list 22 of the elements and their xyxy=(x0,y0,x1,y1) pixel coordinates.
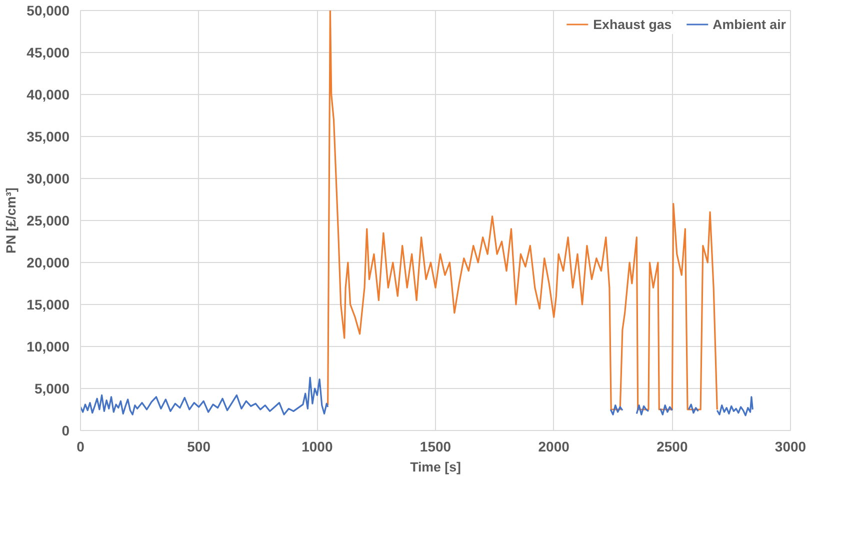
x-tick-label: 3000 xyxy=(774,438,806,454)
y-tick-label: 35,000 xyxy=(26,128,70,144)
y-axis-title: PN [£/cm³] xyxy=(4,188,19,254)
y-tick-label: 10,000 xyxy=(26,338,70,354)
x-tick-label: 2000 xyxy=(538,438,570,454)
y-tick-label: 20,000 xyxy=(26,254,70,270)
legend-label: Ambient air xyxy=(712,16,786,32)
y-tick-label: 45,000 xyxy=(26,44,70,60)
y-tick-label: 15,000 xyxy=(26,296,70,312)
y-tick-label: 0 xyxy=(62,422,70,438)
x-tick-label: 1500 xyxy=(420,438,452,454)
x-axis-title: Time [s] xyxy=(410,460,461,474)
x-tick-label: 500 xyxy=(187,438,211,454)
x-tick-label: 0 xyxy=(76,438,85,454)
y-tick-label: 5,000 xyxy=(34,380,70,396)
y-tick-label: 30,000 xyxy=(26,170,70,186)
y-tick-label: 40,000 xyxy=(26,86,70,102)
y-tick-label: 25,000 xyxy=(26,212,70,228)
legend-label: Exhaust gas xyxy=(593,16,672,32)
x-tick-label: 2500 xyxy=(656,438,688,454)
x-tick-label: 1000 xyxy=(302,438,333,454)
y-tick-label: 50,000 xyxy=(26,2,70,18)
